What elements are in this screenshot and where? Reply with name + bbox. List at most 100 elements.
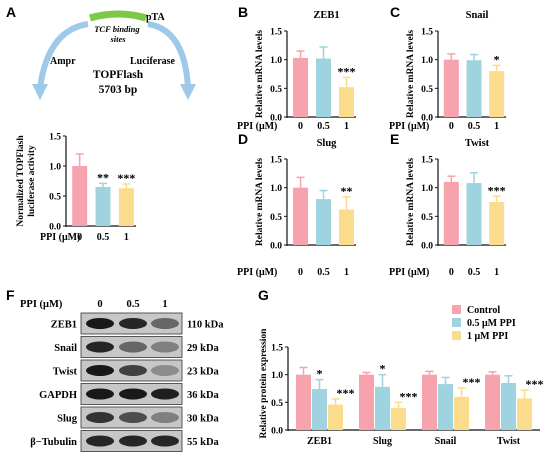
chart-c-category-label: 0 (449, 121, 454, 132)
chart-b-ytick-label: 1.0 (270, 56, 282, 66)
chart-e-title: Twist (465, 138, 490, 149)
chart-a-ytick-label: 0.5 (49, 193, 61, 203)
chart-d-bar (316, 199, 331, 245)
chart-c-bar (466, 60, 482, 117)
chart-c-bar (443, 59, 459, 117)
chart-a-ytick-label: 0.0 (49, 223, 61, 233)
blot-condition-label: 1 (162, 299, 167, 310)
chart-d-bar (339, 209, 354, 245)
chart-g-bar (375, 386, 390, 430)
chart-b-ytick-label: 1.5 (270, 28, 282, 38)
chart-e-category-label: 0 (449, 267, 454, 278)
blot-band (86, 435, 114, 447)
panel-letter-d: D (238, 131, 248, 147)
chart-c-category-label: 0.5 (468, 121, 481, 132)
chart-c-xlabel: PPI (μM) (389, 121, 429, 132)
blot-band (119, 341, 147, 353)
chart-a-ytick-label: 1.0 (49, 163, 61, 173)
chart-g-bar (312, 389, 327, 430)
blot-kda-label: 110 kDa (187, 320, 224, 331)
chart-b-significance: *** (338, 64, 356, 78)
chart-b-ytick-label: 0.5 (270, 85, 282, 95)
blot-band (151, 318, 179, 329)
chart-a-category-label: 1 (124, 232, 129, 243)
chart-g-bar (391, 407, 406, 430)
chart-e-xlabel: PPI (μM) (389, 267, 429, 278)
plasmid-name: TOPFlash (93, 69, 144, 81)
chart-d-category-label: 1 (344, 267, 349, 278)
chart-a-significance: *** (117, 171, 135, 185)
chart-a: 0.0 0.5 1.0 1.5 Normalized TOPFlashluciferas… (16, 133, 136, 243)
panel-letter-b: B (238, 4, 248, 20)
chart-b: 0.0 0.5 1.0 1.5 Relative mRNA levels ZEB1 PPI … (237, 10, 356, 132)
plasmid-arrowhead-left (32, 84, 48, 100)
chart-g-ytick-label: 1.5 (271, 344, 283, 354)
chart-a-ylabel: Normalized TOPFlashluciferase activity (16, 135, 37, 227)
chart-b-bar (316, 58, 331, 117)
chart-b-category-label: 0.5 (317, 121, 330, 132)
blot-protein-label: Snail (54, 343, 77, 354)
blot-band (119, 412, 147, 423)
chart-g-legend-label: 1 μM PPI (467, 331, 508, 342)
blot-band (151, 365, 179, 376)
blot-band (86, 318, 114, 329)
chart-g-significance: * (317, 367, 323, 381)
chart-g-significance: *** (337, 386, 355, 400)
chart-c-ytick-label: 1.5 (421, 28, 433, 38)
chart-a-category-label: 0 (77, 232, 82, 243)
chart-e-ylabel: Relative mRNA levels (406, 158, 416, 246)
blot-band (119, 435, 147, 447)
chart-e-ytick-label: 1.5 (421, 156, 433, 166)
plasmid-ampr-label: Ampr (50, 56, 76, 67)
blot-band (151, 341, 179, 353)
chart-g-ytick-label: 0.5 (271, 399, 283, 409)
panel-letter-e: E (390, 131, 399, 147)
plasmid-map: pTA TCF binding sites Ampr Luciferase TO… (32, 10, 196, 100)
blot-kda-label: 36 kDa (187, 390, 220, 401)
chart-e-category-label: 1 (494, 267, 499, 278)
bar-charts: 0.0 0.5 1.0 1.5 Normalized TOPFlashluciferas… (16, 10, 544, 447)
tcf-site-arc (89, 10, 147, 22)
chart-a-significance: ** (97, 170, 109, 184)
chart-b-bar (293, 57, 308, 117)
chart-g-legend-swatch (452, 331, 461, 340)
panel-letter-a: A (6, 4, 16, 20)
chart-d-significance: ** (341, 184, 353, 198)
chart-g-bar (501, 382, 516, 430)
western-blot: PPI (μM) 0 0.5 1 ZEB1 110 kDa Snail 29 kDa Twis… (20, 299, 224, 452)
chart-g-category-label: Slug (373, 436, 392, 447)
chart-b-bar (339, 87, 354, 117)
chart-a-category-label: 0.5 (97, 232, 110, 243)
chart-d-ylabel: Relative mRNA levels (255, 158, 265, 246)
chart-d: 0.0 0.5 1.0 1.5 Relative mRNA levels Slug PPI … (237, 138, 356, 278)
chart-d-ytick-label: 1.0 (270, 184, 282, 194)
chart-g-significance: * (380, 362, 386, 376)
blot-protein-label: GAPDH (39, 390, 77, 401)
chart-e: 0.0 0.5 1.0 1.5 Relative mRNA levels Twist PPI… (389, 138, 506, 278)
chart-d-xlabel: PPI (μM) (237, 267, 277, 278)
blot-condition-label: 0.5 (126, 299, 139, 310)
chart-c-ytick-label: 1.0 (421, 56, 433, 66)
blot-band (119, 388, 147, 400)
chart-g-category-label: Snail (435, 436, 457, 447)
chart-e-bar (489, 202, 505, 245)
panel-letter-g: G (258, 287, 269, 303)
chart-g-bar (485, 374, 500, 430)
chart-g-category-label: Twist (497, 436, 521, 447)
chart-c: 0.0 0.5 1.0 1.5 Relative mRNA levels Snail PPI… (389, 10, 506, 132)
chart-e-bar (466, 183, 482, 245)
chart-g-bar (517, 398, 532, 430)
chart-e-ytick-label: 0.0 (421, 242, 433, 252)
chart-g-bar (296, 374, 311, 430)
chart-b-title: ZEB1 (313, 10, 339, 21)
chart-a-ytick-label: 1.5 (49, 133, 61, 143)
blot-band (151, 388, 179, 400)
blot-kda-label: 29 kDa (187, 343, 220, 354)
plasmid-arrowhead-right (180, 84, 196, 100)
plasmid-arc-right (147, 21, 191, 89)
chart-a-bar (118, 188, 134, 226)
chart-d-ytick-label: 1.5 (270, 156, 282, 166)
plasmid-tcf-label: TCF binding sites (94, 24, 142, 44)
